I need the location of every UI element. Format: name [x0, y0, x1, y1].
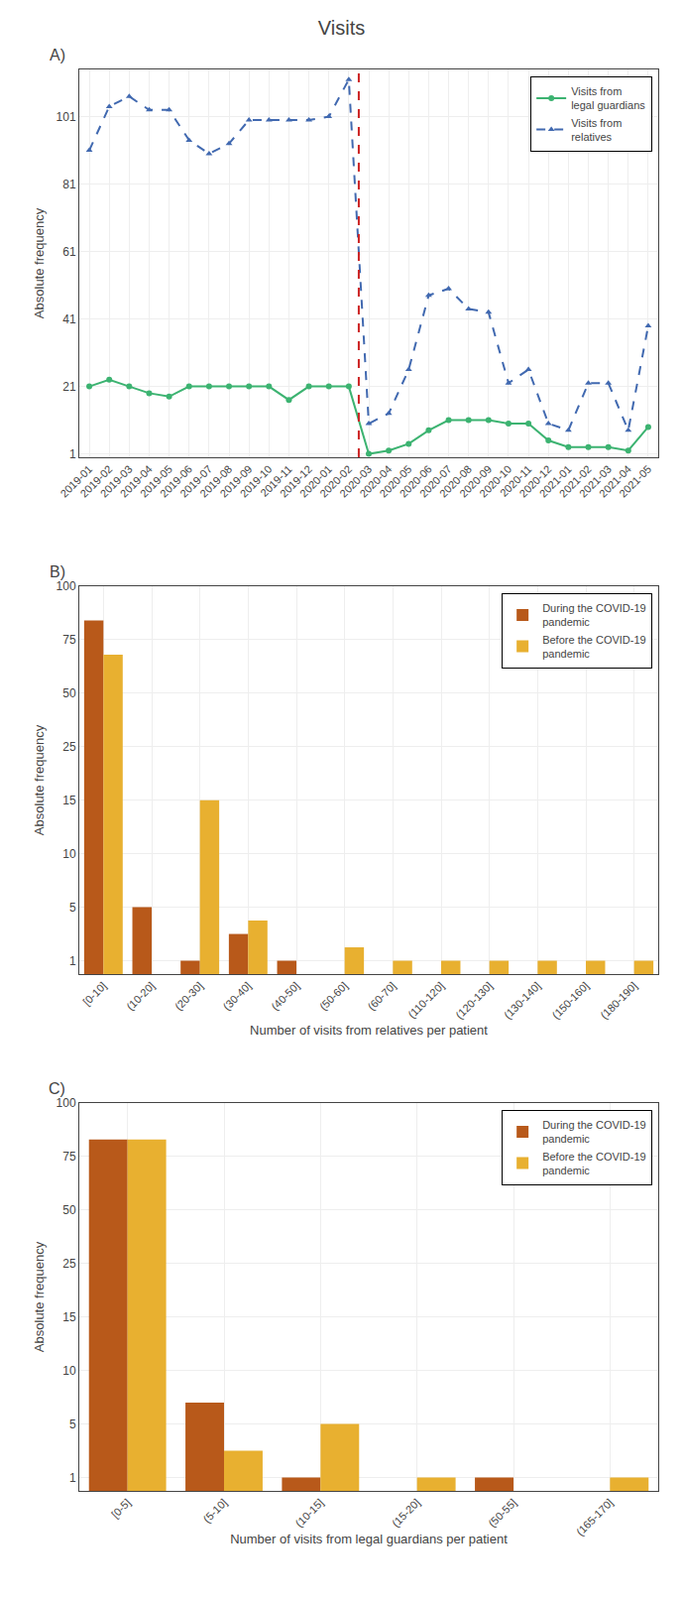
- svg-text:(40-50]: (40-50]: [268, 979, 302, 1013]
- svg-text:25: 25: [62, 1255, 77, 1270]
- svg-text:(5-10]: (5-10]: [200, 1495, 229, 1525]
- svg-text:Number of visits from legal gu: Number of visits from legal guardians pe…: [229, 1530, 508, 1546]
- svg-text:(120-130]: (120-130]: [453, 979, 495, 1022]
- svg-text:2019-07: 2019-07: [177, 462, 215, 500]
- svg-text:2021-02: 2021-02: [557, 462, 594, 500]
- svg-text:100: 100: [56, 578, 77, 593]
- svg-text:(110-120]: (110-120]: [405, 979, 447, 1021]
- svg-text:5: 5: [69, 900, 77, 914]
- svg-text:2019-02: 2019-02: [77, 462, 114, 500]
- svg-text:50: 50: [62, 685, 77, 700]
- svg-text:Before the COVID-19pandemic: Before the COVID-19pandemic: [542, 633, 647, 660]
- svg-text:2019-11: 2019-11: [257, 462, 294, 499]
- svg-text:81: 81: [62, 177, 77, 192]
- svg-text:B): B): [49, 563, 66, 580]
- svg-text:2019-10: 2019-10: [237, 462, 275, 500]
- svg-text:2019-05: 2019-05: [137, 462, 175, 500]
- svg-text:25: 25: [62, 739, 77, 754]
- svg-text:2019-01: 2019-01: [57, 462, 95, 500]
- svg-text:[0-10]: [0-10]: [80, 979, 109, 1008]
- svg-text:2019-12: 2019-12: [277, 462, 315, 500]
- svg-text:2020-02: 2020-02: [317, 462, 354, 500]
- svg-text:(50-60]: (50-60]: [317, 979, 350, 1013]
- svg-text:Visits: Visits: [318, 16, 365, 39]
- svg-text:Absolute frequency: Absolute frequency: [31, 723, 47, 835]
- svg-text:2019-06: 2019-06: [157, 462, 195, 500]
- svg-text:Number of visits from relative: Number of visits from relatives per pati…: [249, 1022, 488, 1037]
- svg-text:(150-160]: (150-160]: [550, 979, 592, 1022]
- svg-text:2021-03: 2021-03: [576, 462, 614, 500]
- svg-text:2019-09: 2019-09: [217, 462, 254, 500]
- svg-text:2020-12: 2020-12: [517, 462, 555, 500]
- svg-text:2020-11: 2020-11: [497, 462, 534, 499]
- svg-text:Before the COVID-19pandemic: Before the COVID-19pandemic: [542, 1149, 647, 1176]
- svg-text:75: 75: [62, 1148, 77, 1163]
- svg-text:2021-04: 2021-04: [596, 462, 634, 500]
- svg-text:2020-06: 2020-06: [397, 462, 435, 500]
- svg-text:(10-15]: (10-15]: [292, 1495, 326, 1529]
- svg-text:Visits fromrelatives: Visits fromrelatives: [570, 116, 622, 143]
- svg-text:101: 101: [56, 110, 77, 124]
- svg-text:(50-55]: (50-55]: [485, 1495, 519, 1529]
- svg-text:41: 41: [62, 312, 77, 327]
- svg-text:2020-08: 2020-08: [437, 462, 474, 500]
- svg-text:50: 50: [62, 1202, 77, 1217]
- svg-text:2019-08: 2019-08: [197, 462, 234, 500]
- svg-text:(180-190]: (180-190]: [597, 979, 640, 1022]
- svg-text:2019-03: 2019-03: [98, 462, 135, 500]
- svg-text:2020-10: 2020-10: [476, 462, 514, 500]
- svg-text:2021-05: 2021-05: [616, 462, 654, 500]
- svg-text:(30-40]: (30-40]: [220, 979, 253, 1013]
- svg-text:2020-04: 2020-04: [356, 462, 394, 500]
- svg-text:1: 1: [69, 447, 77, 461]
- svg-text:A): A): [49, 46, 66, 64]
- svg-text:2020-07: 2020-07: [417, 462, 455, 500]
- svg-text:2020-03: 2020-03: [337, 462, 374, 500]
- svg-text:(15-20]: (15-20]: [389, 1495, 423, 1529]
- svg-text:21: 21: [62, 379, 77, 394]
- svg-text:C): C): [48, 1079, 66, 1097]
- svg-text:2019-04: 2019-04: [117, 462, 155, 500]
- svg-text:(130-140]: (130-140]: [501, 979, 544, 1022]
- svg-text:1: 1: [69, 1470, 77, 1484]
- svg-text:10: 10: [62, 1363, 77, 1377]
- svg-text:(165-170]: (165-170]: [573, 1495, 616, 1538]
- svg-text:During the COVID-19pandemic: During the COVID-19pandemic: [542, 1118, 647, 1144]
- svg-text:15: 15: [62, 793, 77, 807]
- svg-text:2020-09: 2020-09: [456, 462, 494, 500]
- svg-text:(20-30]: (20-30]: [172, 979, 206, 1013]
- svg-text:2021-01: 2021-01: [537, 462, 574, 500]
- svg-text:Absolute frequency: Absolute frequency: [31, 1240, 47, 1352]
- svg-text:(60-70]: (60-70]: [364, 979, 398, 1013]
- svg-text:15: 15: [62, 1309, 77, 1324]
- svg-text:100: 100: [56, 1095, 77, 1110]
- svg-text:Visits fromlegal guardians: Visits fromlegal guardians: [570, 85, 646, 112]
- svg-text:75: 75: [62, 632, 77, 647]
- svg-text:2020-05: 2020-05: [377, 462, 415, 500]
- svg-text:(10-20]: (10-20]: [123, 979, 157, 1013]
- svg-text:10: 10: [62, 846, 77, 861]
- svg-text:[0-5]: [0-5]: [109, 1495, 133, 1520]
- svg-text:5: 5: [69, 1416, 77, 1431]
- svg-text:1: 1: [69, 953, 77, 968]
- svg-text:During the COVID-19pandemic: During the COVID-19pandemic: [542, 601, 647, 628]
- svg-text:Absolute frequency: Absolute frequency: [31, 207, 47, 319]
- svg-text:2020-01: 2020-01: [297, 462, 335, 500]
- svg-text:61: 61: [62, 244, 77, 259]
